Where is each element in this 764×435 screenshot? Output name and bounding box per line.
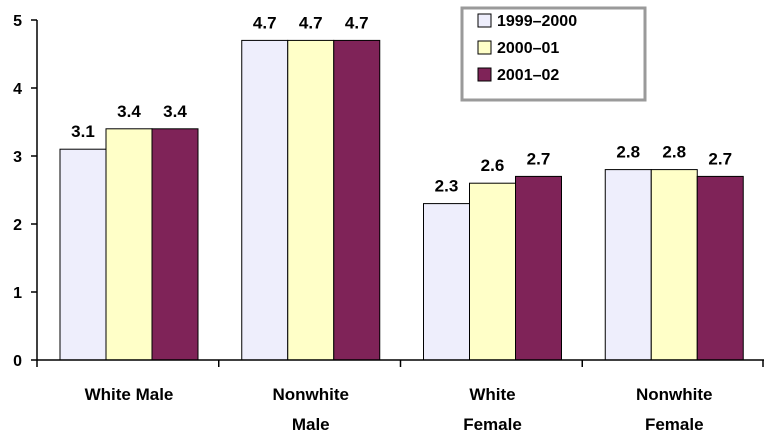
data-label: 2.7: [708, 149, 732, 168]
y-tick-label: 3: [13, 149, 22, 166]
legend-swatch: [477, 13, 492, 28]
bar: [469, 182, 516, 361]
category-label: Male: [292, 415, 330, 434]
data-label: 3.4: [163, 102, 187, 121]
y-tick-label: 1: [13, 285, 22, 302]
data-label: 4.7: [345, 13, 369, 32]
data-labels: 3.1 3.4 3.4 4.7 4.7 4.7 2.3 2.6 2.7 2.8 2.8 2.7: [71, 13, 732, 195]
bar: [105, 128, 153, 361]
legend-label: 2000–01: [497, 40, 559, 57]
bar: [287, 39, 335, 361]
bar: [696, 175, 744, 361]
y-tick-label: 4: [13, 81, 22, 98]
bar: [333, 39, 381, 361]
bar: [604, 169, 652, 361]
data-label: 2.8: [662, 143, 686, 162]
category-label: White: [469, 385, 515, 404]
bar: [241, 39, 289, 361]
legend-swatch: [477, 67, 492, 82]
bar: [59, 148, 107, 361]
bar: [515, 175, 562, 361]
bar: [650, 169, 698, 361]
data-label: 2.7: [527, 149, 551, 168]
x-axis-categories: White Male Nonwhite Male White Female Nonwhit…: [85, 385, 713, 434]
data-label: 3.4: [117, 102, 141, 121]
category-label: Female: [463, 415, 522, 434]
y-tick-label: 5: [13, 13, 22, 30]
legend-label: 2001–02: [497, 67, 559, 84]
category-label: Nonwhite: [636, 385, 713, 404]
y-axis-ticks: 0 1 2 3 4 5: [13, 13, 37, 370]
category-label: Female: [645, 415, 704, 434]
data-label: 3.1: [71, 122, 95, 141]
y-tick-label: 0: [13, 353, 22, 370]
legend-swatch: [477, 40, 492, 55]
data-label: 2.6: [481, 156, 505, 175]
bar: [151, 128, 199, 361]
data-label: 4.7: [299, 13, 323, 32]
category-label: Nonwhite: [273, 385, 350, 404]
legend: 1999–2000 2000–01 2001–02: [460, 6, 647, 102]
y-tick-label: 2: [13, 217, 22, 234]
bars: [59, 39, 744, 361]
legend-box: [460, 6, 647, 102]
legend-label: 1999–2000: [497, 13, 577, 30]
axes: [36, 20, 764, 367]
data-label: 4.7: [253, 13, 277, 32]
category-label: White Male: [85, 385, 174, 404]
bar: [423, 203, 470, 361]
data-label: 2.8: [616, 143, 640, 162]
data-label: 2.3: [435, 177, 459, 196]
